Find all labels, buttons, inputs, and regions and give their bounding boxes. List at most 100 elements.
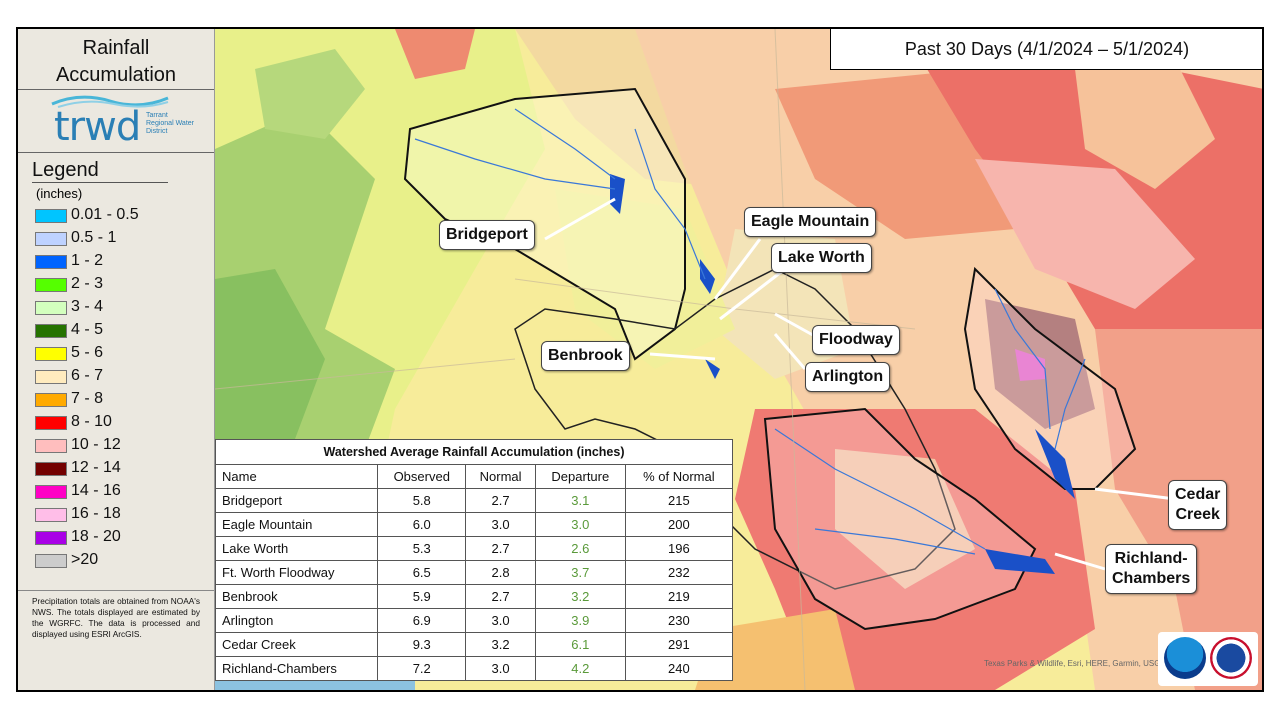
legend-units: (inches): [36, 186, 83, 201]
table-cell: 240: [624, 656, 734, 681]
legend-swatch: [35, 554, 67, 568]
table-cell: Benbrook: [214, 584, 379, 609]
table-cell: 3.2: [534, 584, 626, 609]
table-row: Bridgeport 5.8 2.7 3.1 215: [214, 488, 734, 513]
table-cell: 2.8: [465, 560, 536, 585]
table-cell: 215: [624, 488, 734, 513]
table-cell: 200: [624, 512, 734, 537]
column-header: Observed: [377, 464, 467, 489]
legend-swatch: [35, 485, 67, 499]
table-cell: 3.0: [465, 512, 536, 537]
table-cell: Richland-Chambers: [214, 656, 379, 681]
table-cell: 6.9: [377, 608, 467, 633]
table-cell: 6.5: [377, 560, 467, 585]
table-cell: 6.0: [377, 512, 467, 537]
legend-swatch: [35, 347, 67, 361]
legend-swatch: [35, 416, 67, 430]
divider: [18, 152, 214, 153]
sidebar-title: Rainfall Accumulation: [18, 29, 214, 89]
legend-label: 0.5 - 1: [71, 229, 117, 246]
legend-item: 0.5 - 1: [18, 228, 214, 251]
table-cell: Arlington: [214, 608, 379, 633]
table-row: Arlington 6.9 3.0 3.9 230: [214, 608, 734, 633]
legend-list: 0.01 - 0.5 0.5 - 1 1 - 2 2 - 3 3 - 4 4 - 5 5 -…: [18, 205, 214, 573]
legend-title: Legend: [32, 159, 99, 181]
table-cell: 3.0: [465, 656, 536, 681]
column-header: Normal: [465, 464, 536, 489]
callout-arlington[interactable]: Arlington: [805, 362, 891, 392]
legend-label: 12 - 14: [71, 459, 121, 476]
legend-label: 3 - 4: [71, 298, 104, 315]
legend-item: 16 - 18: [18, 504, 214, 527]
legend-label: 1 - 2: [71, 252, 104, 269]
table-cell: Cedar Creek: [214, 632, 379, 657]
table-cell: 2.7: [465, 488, 536, 513]
table-cell: 4.2: [534, 656, 626, 681]
legend-item: 14 - 16: [18, 481, 214, 504]
table-cell: Lake Worth: [214, 536, 379, 561]
legend-label: 16 - 18: [71, 505, 121, 522]
rainfall-map[interactable]: Past 30 Days (4/1/2024 – 5/1/2024) Bridg…: [214, 29, 1262, 690]
table-cell: 232: [624, 560, 734, 585]
table-cell: 219: [624, 584, 734, 609]
wave-icon: [51, 95, 169, 108]
legend-label: 18 - 20: [71, 528, 121, 545]
legend-underline: [32, 182, 168, 183]
table-row: Benbrook 5.9 2.7 3.2 219: [214, 584, 734, 609]
legend-item: 0.01 - 0.5: [18, 205, 214, 228]
watershed-table: Watershed Average Rainfall Accumulation …: [214, 439, 734, 681]
legend-item: 12 - 14: [18, 458, 214, 481]
legend-item: 2 - 3: [18, 274, 214, 297]
table-cell: 7.2: [377, 656, 467, 681]
table-row: Ft. Worth Floodway 6.5 2.8 3.7 232: [214, 560, 734, 585]
time-period-title: Past 30 Days (4/1/2024 – 5/1/2024): [830, 29, 1262, 70]
table-header-row: Name Observed Normal Departure% of Normal: [214, 464, 734, 489]
legend-swatch: [35, 255, 67, 269]
callout-benbrook[interactable]: Benbrook: [541, 341, 630, 371]
legend-label: 0.01 - 0.5: [71, 206, 139, 223]
legend-label: 6 - 7: [71, 367, 104, 384]
table-caption: Watershed Average Rainfall Accumulation …: [215, 439, 733, 465]
legend-item: 4 - 5: [18, 320, 214, 343]
legend-item: 1 - 2: [18, 251, 214, 274]
title-line-2: Accumulation: [55, 64, 177, 86]
callout-text: Chambers: [1112, 570, 1191, 587]
table-cell: 5.3: [377, 536, 467, 561]
callout-cedar-creek[interactable]: Cedar Creek: [1168, 480, 1228, 530]
legend-swatch: [35, 301, 67, 315]
callout-eagle-mountain[interactable]: Eagle Mountain: [744, 207, 877, 237]
legend-swatch: [35, 278, 67, 292]
table-cell: 6.1: [534, 632, 626, 657]
callout-richland-chambers[interactable]: Richland- Chambers: [1105, 544, 1198, 594]
table-row: Lake Worth 5.3 2.7 2.6 196: [214, 536, 734, 561]
legend-label: 7 - 8: [71, 390, 104, 407]
table-cell: Bridgeport: [214, 488, 379, 513]
table-cell: Ft. Worth Floodway: [214, 560, 379, 585]
callout-bridgeport[interactable]: Bridgeport: [439, 220, 535, 250]
map-frame: Rainfall Accumulation trwd Tarrant Regio…: [16, 27, 1264, 692]
legend-item: 7 - 8: [18, 389, 214, 412]
divider: [18, 89, 214, 90]
legend-swatch: [35, 393, 67, 407]
table-cell: Eagle Mountain: [214, 512, 379, 537]
table-body: Bridgeport 5.8 2.7 3.1 215 Eagle Mountain 6.0 3…: [214, 488, 734, 681]
sidebar: Rainfall Accumulation trwd Tarrant Regio…: [18, 29, 215, 690]
map-attribution: Texas Parks & Wildlife, Esri, HERE, Garm…: [983, 659, 1168, 668]
legend-swatch: [35, 531, 67, 545]
legend-swatch: [35, 324, 67, 338]
legend-item: 3 - 4: [18, 297, 214, 320]
column-header: % of Normal: [624, 464, 734, 489]
table-cell: 2.6: [534, 536, 626, 561]
table-cell: 3.1: [534, 488, 626, 513]
legend-swatch: [35, 232, 67, 246]
legend-swatch: [35, 508, 67, 522]
data-source-note: Precipitation totals are obtained from N…: [18, 590, 214, 690]
legend-swatch: [35, 209, 67, 223]
legend-item: 6 - 7: [18, 366, 214, 389]
nws-icon: [1210, 637, 1252, 679]
table-cell: 5.9: [377, 584, 467, 609]
legend-item: 18 - 20: [18, 527, 214, 550]
callout-lake-worth[interactable]: Lake Worth: [771, 243, 872, 273]
legend-label: 5 - 6: [71, 344, 104, 361]
callout-floodway[interactable]: Floodway: [812, 325, 900, 355]
